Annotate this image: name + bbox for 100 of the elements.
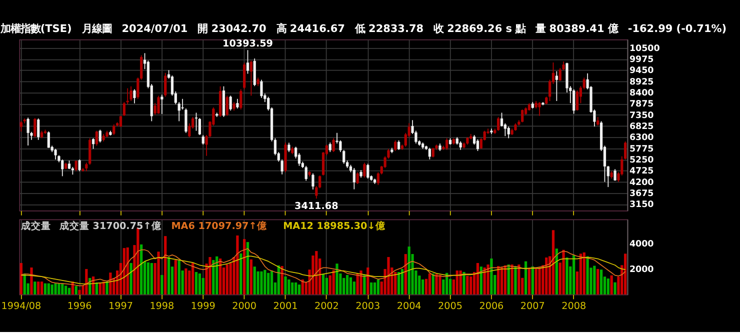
y-tick-label: 5250 [629,156,654,166]
bar [68,288,71,294]
text: MA6 17097.97↑億 [171,220,268,232]
y-tick-label: 9450 [629,66,654,76]
bar [500,267,504,294]
candlestick [363,162,366,178]
bar [552,230,555,294]
x-tick-label: 2002 [314,300,339,312]
x-tick-label: 1997 [108,300,133,312]
bar [136,228,140,294]
candlestick [226,95,228,116]
candlestick [497,116,500,132]
bar [184,268,188,294]
candlestick [507,126,510,139]
bar [352,282,356,294]
y-tick-label: 10500 [629,44,660,54]
bar [194,272,198,294]
bar [74,286,78,294]
bar [106,282,108,294]
bar [157,252,160,294]
bar [428,273,431,294]
candlestick [26,117,30,146]
bar [243,239,246,294]
bar [212,260,215,294]
y-tick-label: 5775 [629,144,654,154]
y-tick-label: 7350 [629,110,654,121]
bar [538,268,541,294]
bar [397,272,400,294]
bar [545,258,548,294]
bar [606,278,610,294]
bar [160,274,164,294]
bar [624,254,627,294]
candlestick [74,160,78,172]
bar [246,242,250,294]
bar [497,266,500,294]
bar [54,283,57,294]
candlestick [352,168,356,190]
annotation: 成交量 [20,220,51,232]
y-tick-label: 3675 [629,189,654,200]
bar [126,247,129,294]
bar [476,263,480,294]
bar [294,282,298,294]
candlestick [555,70,558,102]
candlestick [130,86,132,102]
bar [250,259,252,294]
bar [510,264,514,294]
x-tick-label: 2006 [479,300,504,312]
bar [192,263,194,294]
y-tick-label: 6300 [629,133,654,144]
bar [346,274,349,294]
text: MA12 18985.30↓億 [283,220,386,232]
bar [50,284,54,294]
bar [586,256,589,294]
bar [610,275,613,294]
bar [37,282,40,294]
bar [260,271,263,294]
bar [34,282,36,294]
candlestick [98,129,102,143]
bar [524,261,528,294]
bar [164,236,167,294]
bar [349,277,352,294]
bar [394,272,397,294]
bar [325,278,328,294]
candlestick [328,142,332,152]
y-tick-label: 4725 [629,166,654,177]
bar [218,258,222,294]
line-series [20,248,626,286]
candlestick [54,148,57,160]
bar [600,270,603,294]
bar [582,252,586,294]
bar [356,273,359,294]
bar [404,254,407,294]
candlestick [304,165,308,182]
candlestick [194,112,198,132]
annotation: 10393.59 [222,38,274,50]
candlestick [184,108,188,134]
candlestick [356,172,359,184]
bar [400,268,404,294]
candlestick [472,134,476,146]
bar [462,272,466,294]
bar [146,262,150,294]
bar [507,264,510,294]
bar [376,279,380,294]
bar [534,268,538,294]
bar [40,282,44,294]
bar [572,254,576,294]
bar [408,246,410,294]
bar [253,266,256,294]
bar [322,274,325,294]
y-tick-label: 8400 [629,88,654,99]
bar [456,270,458,294]
candlestick [576,90,579,112]
bar [174,260,177,294]
annotation: 3411.68 [294,201,339,212]
chart-title: 加權指數(TSE) 月線圖 2024/07/01 開 23042.70 高 24416.67 低 22833.78 收 22869.26 s 點 量 80389.41 億 -162.99 (-0.71%) [0,23,727,36]
candlestick [95,130,98,146]
candlestick [246,50,250,74]
bar [366,267,370,294]
bar [202,278,204,294]
candlestick [538,102,541,116]
